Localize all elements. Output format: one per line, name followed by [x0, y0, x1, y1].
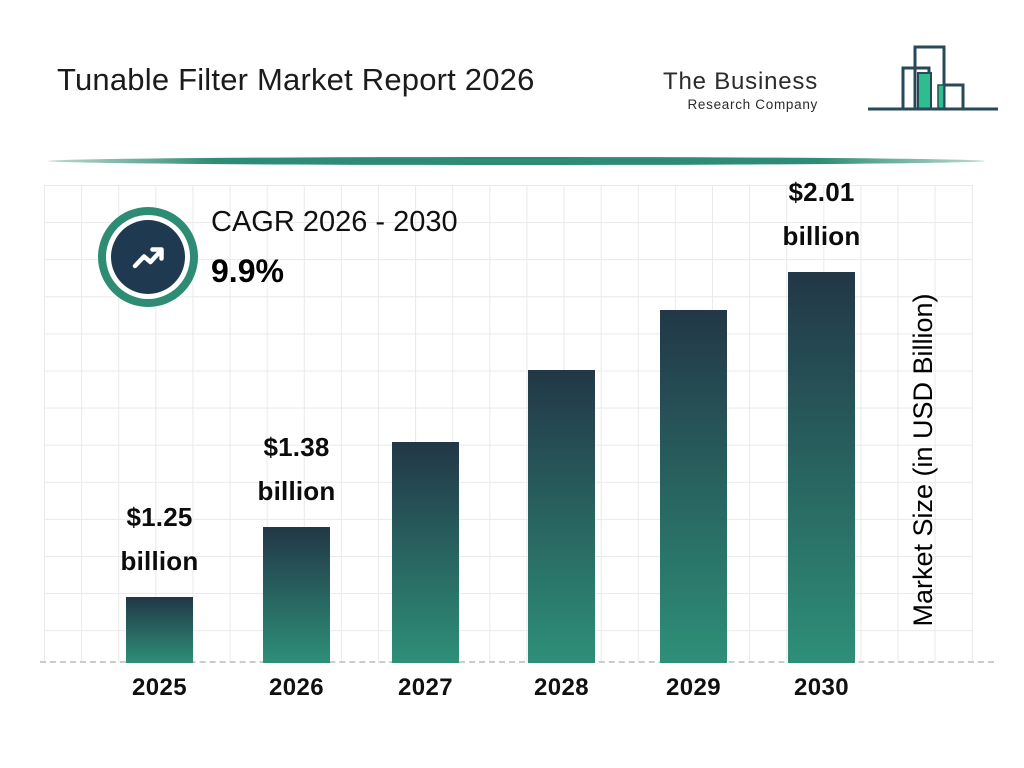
company-logo: The Business Research Company [663, 36, 998, 128]
bar-2030 [788, 272, 855, 663]
bar-value-label-2025: $1.25 billion [120, 502, 199, 576]
bar-2028 [528, 370, 595, 663]
accent-divider [48, 157, 985, 165]
bar-2026 [263, 527, 330, 663]
x-axis-label-2027: 2027 [398, 674, 453, 701]
company-logo-text: The Business Research Company [663, 68, 818, 112]
bar-value-label-2030: $2.01 billion [782, 177, 861, 251]
trending-up-icon [111, 220, 185, 294]
company-name: The Business [662, 68, 818, 95]
x-axis-label-2029: 2029 [666, 674, 721, 701]
bar-skyline-icon [868, 36, 998, 117]
y-axis-title: Market Size (in USD Billion) [908, 293, 938, 627]
x-axis-baseline [40, 661, 994, 663]
x-axis-label-2025: 2025 [132, 674, 187, 701]
bar-2027 [392, 442, 459, 663]
cagr-badge [98, 207, 198, 307]
company-subtitle: Research Company [687, 97, 818, 112]
bar-value-label-2026: $1.38 billion [257, 432, 336, 506]
cagr-value: 9.9% [211, 253, 284, 289]
x-axis-label-2026: 2026 [269, 674, 324, 701]
bar-2025 [126, 597, 193, 663]
x-axis-label-2030: 2030 [794, 674, 849, 701]
page-title: Tunable Filter Market Report 2026 [57, 62, 535, 97]
bar-2029 [660, 310, 727, 663]
plot-area: $1.25 billion $1.38 billion $2.01 billion [40, 177, 994, 663]
cagr-badge-ring [106, 215, 190, 299]
x-axis-label-2028: 2028 [534, 674, 589, 701]
cagr-period-label: CAGR 2026 - 2030 [211, 206, 458, 238]
